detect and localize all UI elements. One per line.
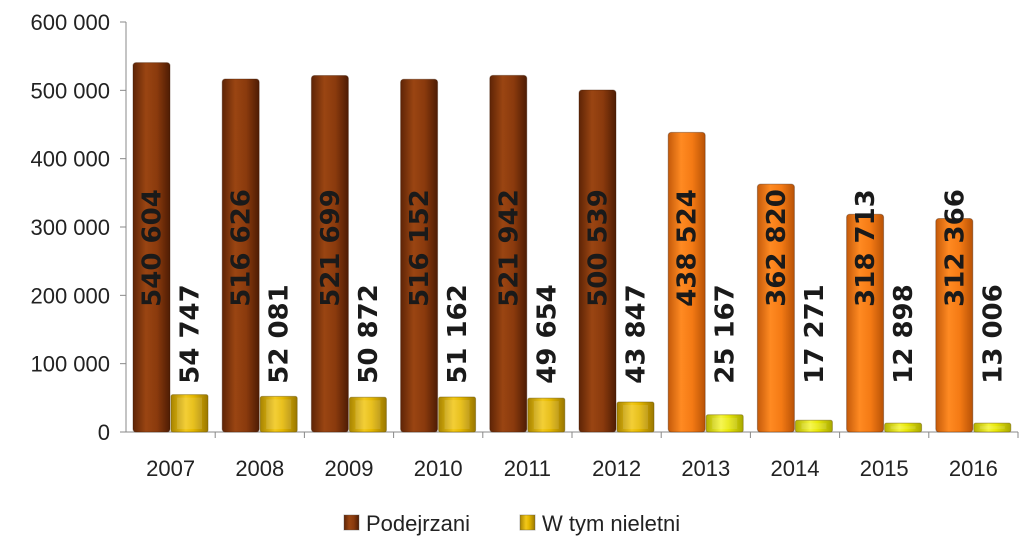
bar-nieletni-bevel xyxy=(445,400,470,429)
data-label-podejrzani: 516 152 xyxy=(405,189,435,307)
bar-nieletni-bevel xyxy=(980,426,1005,429)
bar-nieletni-bevel xyxy=(891,426,916,429)
data-label-podejrzani: 438 524 xyxy=(673,189,703,307)
bar-nieletni-bevel xyxy=(177,398,202,429)
y-tick-label: 0 xyxy=(98,420,110,445)
x-tick-label: 2014 xyxy=(771,456,820,481)
y-tick-label: 100 000 xyxy=(30,352,110,377)
bar-nieletni-bevel xyxy=(355,400,380,429)
data-label-nieletni: 52 081 xyxy=(265,284,295,384)
x-tick-label: 2016 xyxy=(949,456,998,481)
data-label-podejrzani: 540 604 xyxy=(138,189,168,307)
x-tick-label: 2010 xyxy=(414,456,463,481)
legend: Podejrzani W tym nieletni xyxy=(344,511,680,536)
x-tick-label: 2007 xyxy=(146,456,195,481)
data-label-nieletni: 43 847 xyxy=(622,284,652,384)
data-label-podejrzani: 521 699 xyxy=(316,189,346,307)
data-label-nieletni: 50 872 xyxy=(354,284,384,384)
legend-swatch-nieletni xyxy=(520,515,535,530)
x-tick-label: 2012 xyxy=(592,456,641,481)
bar-nieletni-bevel xyxy=(534,401,559,429)
y-tick-label: 300 000 xyxy=(30,215,110,240)
data-label-nieletni: 13 006 xyxy=(978,284,1008,384)
y-tick-label: 200 000 xyxy=(30,283,110,308)
bar-nieletni-bevel xyxy=(266,399,291,429)
x-tick-label: 2015 xyxy=(860,456,909,481)
y-tick-label: 600 000 xyxy=(30,10,110,35)
data-label-nieletni: 54 747 xyxy=(176,284,206,384)
data-label-podejrzani: 500 539 xyxy=(584,189,614,307)
x-tick-label: 2009 xyxy=(325,456,374,481)
data-label-podejrzani: 312 366 xyxy=(940,189,970,307)
data-label-nieletni: 49 654 xyxy=(532,284,562,384)
data-label-nieletni: 25 167 xyxy=(711,284,741,384)
legend-label-podejrzani: Podejrzani xyxy=(366,511,470,536)
data-label-podejrzani: 516 626 xyxy=(227,189,257,307)
bar-nieletni-bevel xyxy=(801,423,826,429)
legend-swatch-podejrzani xyxy=(344,515,359,530)
data-label-podejrzani: 362 820 xyxy=(762,189,792,307)
bar-nieletni-bevel xyxy=(623,405,648,429)
data-label-podejrzani: 318 713 xyxy=(851,189,881,307)
data-label-nieletni: 12 898 xyxy=(889,284,919,384)
data-label-podejrzani: 521 942 xyxy=(494,189,524,307)
legend-label-nieletni: W tym nieletni xyxy=(542,511,680,536)
data-label-nieletni: 17 271 xyxy=(800,284,830,384)
x-tick-label: 2011 xyxy=(504,456,551,481)
x-tick-label: 2013 xyxy=(681,456,730,481)
y-tick-label: 500 000 xyxy=(30,78,110,103)
bar-nieletni-bevel xyxy=(712,418,737,429)
data-label-nieletni: 51 162 xyxy=(443,284,473,384)
y-tick-label: 400 000 xyxy=(30,147,110,172)
x-tick-label: 2008 xyxy=(235,456,284,481)
